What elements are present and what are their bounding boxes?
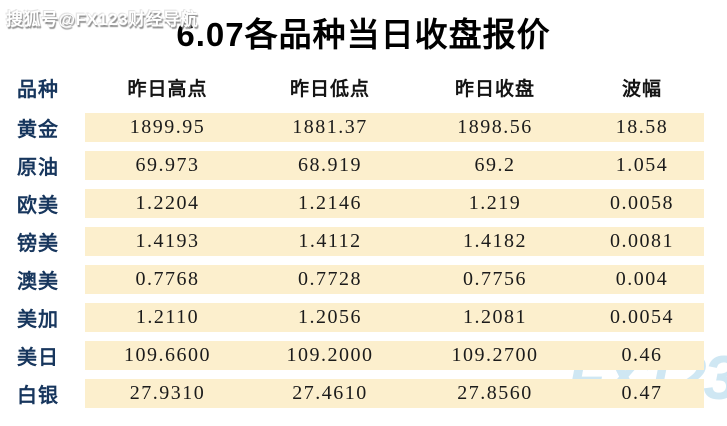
row-label: 美加	[17, 309, 59, 331]
cell-prev-low: 1.4112	[250, 227, 410, 256]
cell-prev-close: 1.4182	[410, 227, 580, 256]
cell-prev-low: 27.4610	[250, 379, 410, 408]
cell-prev-high: 1.4193	[85, 227, 250, 256]
table-row-usdjpy: 美日 109.6600 109.2000 109.2700 0.46	[13, 341, 704, 370]
cell-range: 1.054	[580, 151, 704, 180]
cell-prev-high: 1.2110	[85, 303, 250, 332]
cell-range: 0.0058	[580, 189, 704, 218]
col-header-prev-low: 昨日低点	[289, 78, 370, 100]
cell-prev-low: 1881.37	[250, 113, 410, 142]
cell-prev-high: 0.7768	[85, 265, 250, 294]
cell-prev-high: 109.6600	[85, 341, 250, 370]
cell-range: 0.0081	[580, 227, 704, 256]
table-row-eurusd: 欧美 1.2204 1.2146 1.219 0.0058	[13, 189, 704, 218]
cell-prev-high: 1.2204	[85, 189, 250, 218]
cell-prev-high: 1899.95	[85, 113, 250, 142]
row-label: 美日	[17, 347, 59, 369]
cell-prev-high: 27.9310	[85, 379, 250, 408]
cell-range: 0.47	[580, 379, 704, 408]
quote-table: 品种 昨日高点 昨日低点 昨日收盘 波幅 黄金 1899.95 1881.37 …	[13, 72, 704, 408]
row-label: 原油	[17, 157, 59, 179]
table-row-silver: 白银 27.9310 27.4610 27.8560 0.47	[13, 379, 704, 408]
cell-prev-low: 109.2000	[250, 341, 410, 370]
page-title: 6.07各品种当日收盘报价	[176, 16, 551, 53]
cell-prev-close: 1.219	[410, 189, 580, 218]
cell-prev-close: 109.2700	[410, 341, 580, 370]
table-row-usdcad: 美加 1.2110 1.2056 1.2081 0.0054	[13, 303, 704, 332]
col-header-range: 波幅	[621, 78, 662, 100]
cell-prev-low: 1.2146	[250, 189, 410, 218]
col-header-variety: 品种	[17, 78, 59, 101]
cell-prev-close: 27.8560	[410, 379, 580, 408]
table-row-gold: 黄金 1899.95 1881.37 1898.56 18.58	[13, 113, 704, 142]
row-label: 欧美	[17, 195, 59, 217]
cell-prev-close: 1898.56	[410, 113, 580, 142]
cell-range: 18.58	[580, 113, 704, 142]
sohu-account-watermark: 搜狐号@FX123财经导航	[6, 10, 199, 29]
table-row-gbpusd: 镑美 1.4193 1.4112 1.4182 0.0081	[13, 227, 704, 256]
cell-range: 0.46	[580, 341, 704, 370]
cell-prev-close: 1.2081	[410, 303, 580, 332]
cell-prev-close: 0.7756	[410, 265, 580, 294]
cell-prev-low: 1.2056	[250, 303, 410, 332]
row-label: 镑美	[17, 233, 59, 255]
table-header-row: 品种 昨日高点 昨日低点 昨日收盘 波幅	[13, 72, 704, 102]
cell-range: 0.0054	[580, 303, 704, 332]
table-row-crude-oil: 原油 69.973 68.919 69.2 1.054	[13, 151, 704, 180]
row-label: 白银	[17, 385, 59, 407]
cell-prev-close: 69.2	[410, 151, 580, 180]
cell-prev-low: 68.919	[250, 151, 410, 180]
col-header-prev-high: 昨日高点	[127, 78, 208, 100]
row-label: 黄金	[17, 119, 59, 141]
col-header-prev-close: 昨日收盘	[454, 78, 535, 100]
table-row-audusd: 澳美 0.7768 0.7728 0.7756 0.004	[13, 265, 704, 294]
cell-prev-high: 69.973	[85, 151, 250, 180]
cell-prev-low: 0.7728	[250, 265, 410, 294]
row-label: 澳美	[17, 271, 59, 293]
cell-range: 0.004	[580, 265, 704, 294]
